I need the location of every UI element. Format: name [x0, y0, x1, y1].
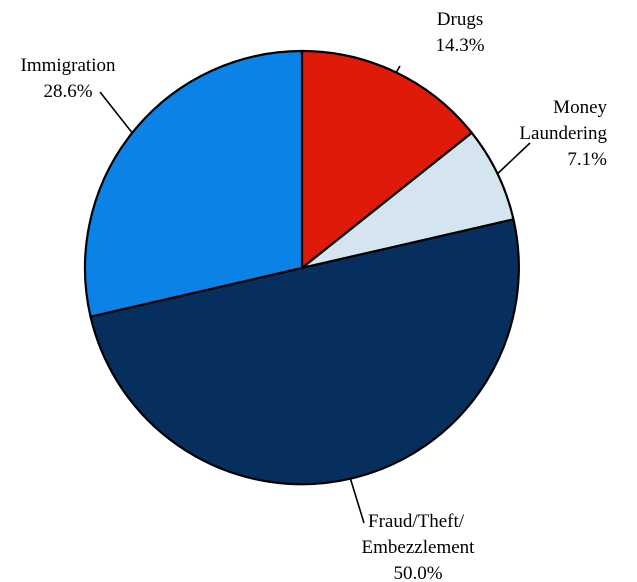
label-money-laundering-line1: Money: [553, 97, 607, 118]
leader-line-fraud-theft-embezzlement: [349, 479, 365, 524]
leader-line-immigration: [99, 91, 133, 134]
label-drugs-percent: 14.3%: [435, 35, 484, 56]
label-immigration-percent: 28.6%: [43, 81, 92, 102]
label-immigration: Immigration 28.6%: [21, 55, 116, 102]
leader-line-money-laundering: [496, 142, 531, 175]
label-fraud-line1: Fraud/Theft/: [368, 511, 465, 532]
label-money-laundering-percent: 7.1%: [567, 149, 607, 170]
label-fraud-line2: Embezzlement: [362, 537, 476, 558]
label-drugs: Drugs 14.3%: [435, 9, 484, 56]
pie-slice-fraud-theft-embezzlement: [89, 218, 520, 486]
pie-slice-drugs: [300, 49, 473, 270]
label-immigration-name: Immigration: [21, 55, 116, 76]
label-drugs-name: Drugs: [437, 9, 483, 30]
label-fraud-theft-embezzlement: Fraud/Theft/ Embezzlement 50.0%: [362, 511, 476, 582]
label-money-laundering: Money Laundering 7.1%: [519, 97, 607, 170]
leader-line-drugs: [395, 65, 401, 73]
label-fraud-percent: 50.0%: [393, 563, 442, 582]
label-money-laundering-line2: Laundering: [519, 123, 607, 144]
